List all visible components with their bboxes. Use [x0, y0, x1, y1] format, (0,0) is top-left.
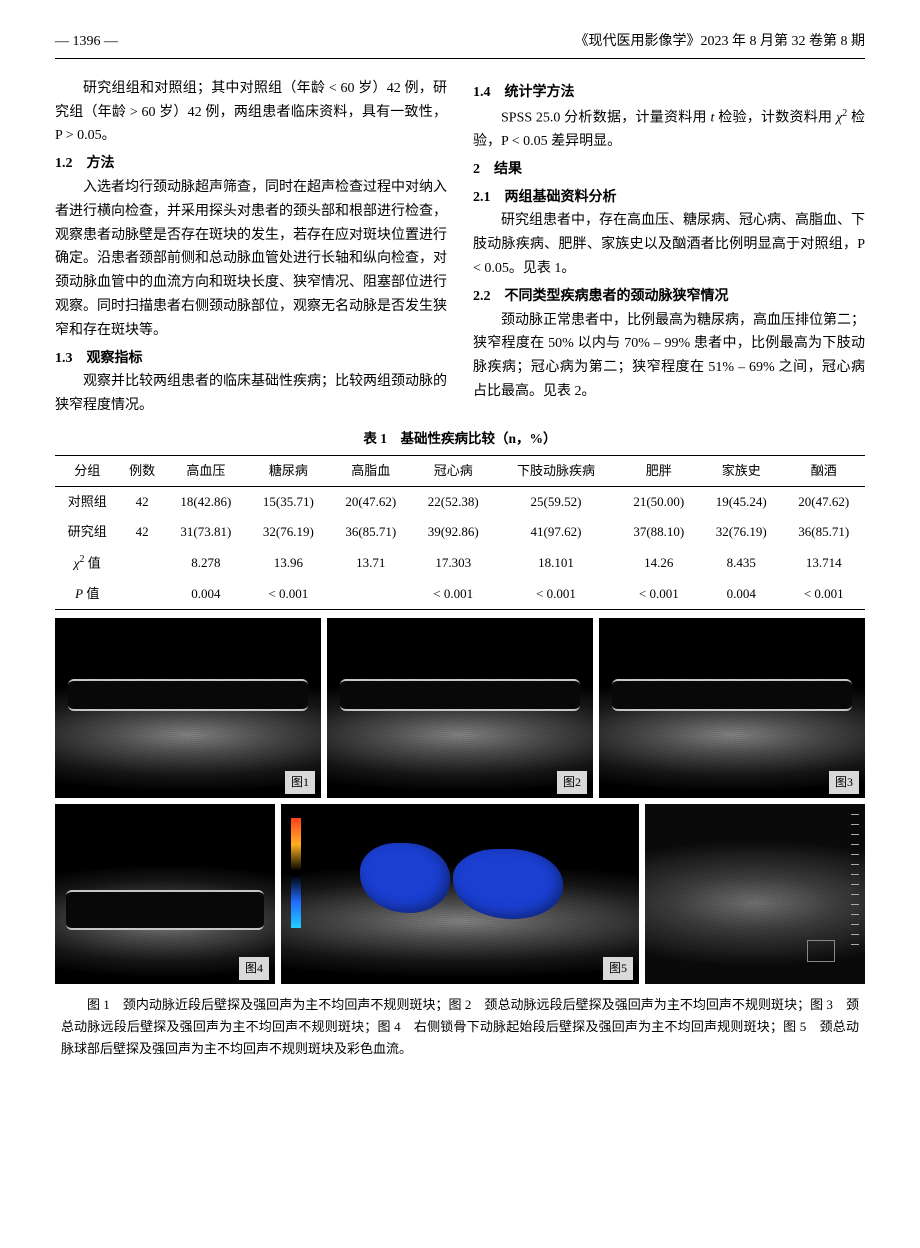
paragraph: 研究组患者中，存在高血压、糖尿病、冠心病、高脂血、下肢动脉疾病、肥胖、家族史以及…	[473, 209, 865, 280]
table-cell: 0.004	[165, 579, 247, 610]
noise-overlay	[599, 618, 865, 798]
table-cell: 20(47.62)	[782, 486, 865, 517]
table-header-cell: 家族史	[700, 455, 782, 486]
section-2-1: 2.1 两组基础资料分析	[473, 186, 865, 210]
table-header-cell: 冠心病	[412, 455, 494, 486]
figure-row-top: 图1 图2 图3	[55, 618, 865, 798]
table-cell: 0.004	[700, 579, 782, 610]
table-cell: 39(92.86)	[412, 517, 494, 547]
section-2: 2 结果	[473, 158, 865, 182]
table-1: 表 1 基础性疾病比较（n，%） 分组例数高血压糖尿病高脂血冠心病下肢动脉疾病肥…	[55, 428, 865, 610]
noise-overlay	[327, 618, 593, 798]
paragraph: 研究组组和对照组；其中对照组（年龄 < 60 岁）42 例，研究组（年龄 > 6…	[55, 77, 447, 148]
table-cell: 41(97.62)	[494, 517, 617, 547]
table-cell: 对照组	[55, 486, 120, 517]
table-cell: 22(52.38)	[412, 486, 494, 517]
section-1-4: 1.4 统计学方法	[473, 81, 865, 105]
table-cell	[120, 579, 165, 610]
table-cell: 36(85.71)	[330, 517, 412, 547]
right-column: 1.4 统计学方法 SPSS 25.0 分析数据，计量资料用 t 检验，计数资料…	[473, 77, 865, 418]
figure-5: 图5	[281, 804, 639, 984]
table-cell: 32(76.19)	[700, 517, 782, 547]
page-number: — 1396 —	[55, 30, 118, 54]
section-1-2: 1.2 方法	[55, 152, 447, 176]
paragraph: SPSS 25.0 分析数据，计量资料用 t 检验，计数资料用 χ2 检验，P …	[473, 105, 865, 154]
table-cell: 13.714	[782, 547, 865, 578]
figure-caption: 图 1 颈内动脉近段后壁探及强回声为主不均回声不规则斑块；图 2 颈总动脉远段后…	[55, 994, 865, 1060]
noise-overlay	[55, 618, 321, 798]
journal-info: 《现代医用影像学》2023 年 8 月第 32 卷第 8 期	[575, 30, 866, 54]
table-header-cell: 高脂血	[330, 455, 412, 486]
table-cell: < 0.001	[412, 579, 494, 610]
table-header-cell: 肥胖	[618, 455, 700, 486]
figure-label: 图3	[829, 771, 859, 793]
text-columns: 研究组组和对照组；其中对照组（年龄 < 60 岁）42 例，研究组（年龄 > 6…	[55, 77, 865, 418]
section-2-2: 2.2 不同类型疾病患者的颈动脉狭窄情况	[473, 285, 865, 309]
paragraph: 入选者均行颈动脉超声筛查，同时在超声检查过程中对纳入者进行横向检查，并采用探头对…	[55, 176, 447, 343]
figure-2: 图2	[327, 618, 593, 798]
table-1-title: 表 1 基础性疾病比较（n，%）	[55, 428, 865, 451]
paragraph: 颈动脉正常患者中，比例最高为糖尿病，高血压排位第二；狭窄程度在 50% 以内与 …	[473, 309, 865, 404]
table-cell: 14.26	[618, 547, 700, 578]
figure-aux	[645, 804, 865, 984]
table-cell: 31(73.81)	[165, 517, 247, 547]
table-cell: 15(35.71)	[247, 486, 329, 517]
table-cell: χ2 值	[55, 547, 120, 578]
table-cell: 13.96	[247, 547, 329, 578]
table-cell: 21(50.00)	[618, 486, 700, 517]
text: 检验，计数资料用	[714, 110, 836, 125]
orientation-icon	[807, 940, 835, 962]
table-header-cell: 分组	[55, 455, 120, 486]
figure-label: 图1	[285, 771, 315, 793]
table-header-cell: 下肢动脉疾病	[494, 455, 617, 486]
table-cell: < 0.001	[247, 579, 329, 610]
table-cell: 37(88.10)	[618, 517, 700, 547]
table-row: 研究组4231(73.81)32(76.19)36(85.71)39(92.86…	[55, 517, 865, 547]
table-cell: 36(85.71)	[782, 517, 865, 547]
table-row: 对照组4218(42.86)15(35.71)20(47.62)22(52.38…	[55, 486, 865, 517]
table-header-cell: 例数	[120, 455, 165, 486]
table-cell: < 0.001	[618, 579, 700, 610]
table-header-row: 分组例数高血压糖尿病高脂血冠心病下肢动脉疾病肥胖家族史酗酒	[55, 455, 865, 486]
page-header: — 1396 — 《现代医用影像学》2023 年 8 月第 32 卷第 8 期	[55, 30, 865, 59]
table-cell: 25(59.52)	[494, 486, 617, 517]
table-cell: 20(47.62)	[330, 486, 412, 517]
figure-label: 图4	[239, 957, 269, 979]
section-1-3: 1.3 观察指标	[55, 347, 447, 371]
figure-label: 图2	[557, 771, 587, 793]
table-cell: 13.71	[330, 547, 412, 578]
figure-1: 图1	[55, 618, 321, 798]
left-column: 研究组组和对照组；其中对照组（年龄 < 60 岁）42 例，研究组（年龄 > 6…	[55, 77, 447, 418]
table-cell: 19(45.24)	[700, 486, 782, 517]
color-bar	[291, 818, 301, 928]
table-cell: < 0.001	[782, 579, 865, 610]
table-row-p: P 值0.004< 0.001< 0.001< 0.001< 0.0010.00…	[55, 579, 865, 610]
table-cell: < 0.001	[494, 579, 617, 610]
table-cell	[120, 547, 165, 578]
table-cell: 18.101	[494, 547, 617, 578]
figure-label: 图5	[603, 957, 633, 979]
figure-4: 图4	[55, 804, 275, 984]
table-cell	[330, 579, 412, 610]
table-cell: 8.278	[165, 547, 247, 578]
table-header-cell: 酗酒	[782, 455, 865, 486]
table-1-grid: 分组例数高血压糖尿病高脂血冠心病下肢动脉疾病肥胖家族史酗酒 对照组4218(42…	[55, 455, 865, 610]
table-cell: 32(76.19)	[247, 517, 329, 547]
table-row-chi: χ2 值 8.27813.9613.7117.30318.10114.268.43…	[55, 547, 865, 578]
paragraph: 观察并比较两组患者的临床基础性疾病；比较两组颈动脉的狭窄程度情况。	[55, 370, 447, 418]
figure-grid: 图1 图2 图3 图4 图5	[55, 618, 865, 984]
depth-ruler	[851, 814, 859, 954]
figure-3: 图3	[599, 618, 865, 798]
table-header-cell: 高血压	[165, 455, 247, 486]
table-cell: 42	[120, 517, 165, 547]
table-cell: 17.303	[412, 547, 494, 578]
table-cell: 研究组	[55, 517, 120, 547]
table-cell: 18(42.86)	[165, 486, 247, 517]
table-cell: 42	[120, 486, 165, 517]
table-cell: P 值	[55, 579, 120, 610]
figure-row-bottom: 图4 图5	[55, 804, 865, 984]
table-header-cell: 糖尿病	[247, 455, 329, 486]
text: SPSS 25.0 分析数据，计量资料用	[501, 110, 711, 125]
table-cell: 8.435	[700, 547, 782, 578]
